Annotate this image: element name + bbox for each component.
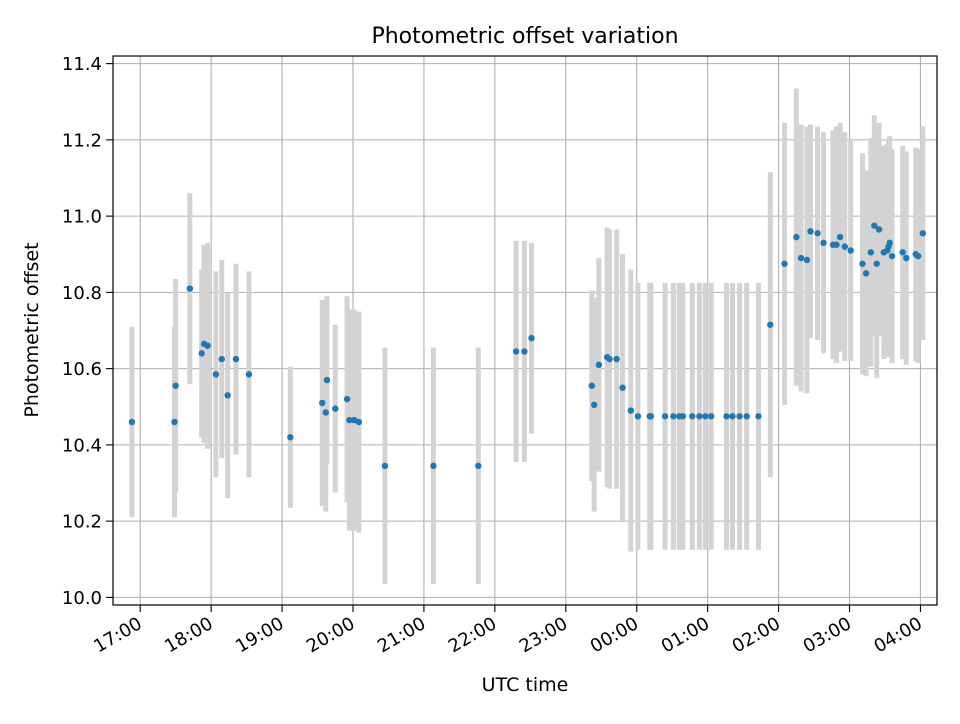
data-point — [661, 413, 669, 420]
data-point — [862, 270, 870, 277]
data-point — [613, 355, 620, 363]
data-point — [702, 413, 709, 420]
data-point — [919, 230, 927, 237]
data-point — [204, 342, 211, 349]
data-point — [867, 249, 874, 256]
data-point — [899, 249, 906, 256]
data-point — [627, 407, 635, 414]
data-point — [820, 239, 827, 247]
y-tick-label: 10.6 — [62, 359, 102, 380]
data-point — [323, 376, 331, 384]
data-point — [807, 228, 814, 235]
data-point — [847, 247, 854, 254]
y-tick-label: 11.2 — [62, 130, 102, 151]
data-point — [836, 233, 844, 241]
data-point — [430, 462, 437, 470]
data-point — [647, 413, 655, 420]
data-point — [218, 355, 225, 363]
data-point — [814, 230, 821, 237]
data-point — [355, 418, 363, 426]
data-point — [696, 413, 703, 420]
data-point — [841, 243, 848, 250]
y-tick-label: 10.4 — [62, 435, 102, 456]
data-point — [871, 222, 878, 229]
data-point — [833, 241, 840, 248]
data-point — [679, 413, 687, 420]
data-point — [886, 239, 893, 247]
x-axis-label: UTC time — [482, 674, 569, 696]
data-point — [381, 462, 389, 470]
data-point — [128, 418, 136, 426]
data-points — [128, 222, 927, 470]
data-point — [723, 413, 730, 420]
plot-frame — [112, 55, 938, 606]
data-point — [475, 462, 482, 470]
data-point — [767, 321, 774, 328]
data-point — [588, 382, 595, 389]
data-point — [186, 285, 194, 292]
data-point — [322, 409, 329, 416]
data-point — [343, 395, 351, 403]
data-point — [198, 350, 205, 357]
data-point — [590, 401, 598, 409]
data-point — [903, 254, 910, 262]
data-point — [332, 405, 339, 412]
y-axis-label: Photometric offset — [21, 242, 43, 417]
data-point — [171, 418, 178, 426]
y-axis-ticks: 10.0 10.2 10.4 10.6 10.8 11.0 11.2 11.4 — [62, 54, 113, 609]
data-point — [914, 252, 922, 260]
data-point — [875, 226, 883, 233]
data-point — [224, 392, 231, 399]
y-tick-label: 10.2 — [62, 512, 102, 533]
data-point — [619, 384, 626, 391]
data-point — [512, 348, 520, 355]
data-point — [743, 413, 750, 420]
data-point — [634, 413, 642, 420]
data-point — [689, 413, 696, 420]
y-tick-label: 11.4 — [62, 54, 102, 75]
data-point — [172, 382, 179, 389]
data-point — [755, 413, 762, 420]
data-point — [670, 413, 677, 420]
data-point — [287, 434, 294, 441]
y-tick-label: 10.0 — [62, 588, 102, 609]
data-point — [346, 416, 353, 424]
data-point — [888, 252, 896, 260]
data-point — [528, 334, 535, 342]
data-point — [232, 355, 240, 363]
data-point — [606, 355, 613, 363]
data-point — [319, 399, 326, 407]
data-point — [781, 260, 788, 267]
data-point — [873, 260, 880, 267]
data-point — [212, 371, 220, 378]
y-tick-label: 10.8 — [62, 283, 102, 304]
data-point — [859, 260, 866, 267]
data-point — [595, 361, 603, 369]
data-point — [707, 413, 715, 420]
data-point — [245, 371, 253, 378]
data-point — [736, 413, 743, 420]
data-point — [521, 348, 528, 355]
data-point — [797, 254, 805, 262]
chart-title: Photometric offset variation — [371, 24, 678, 49]
y-tick-label: 11.0 — [62, 207, 102, 228]
data-point — [793, 233, 800, 241]
data-point — [729, 413, 736, 420]
data-point — [803, 256, 811, 264]
